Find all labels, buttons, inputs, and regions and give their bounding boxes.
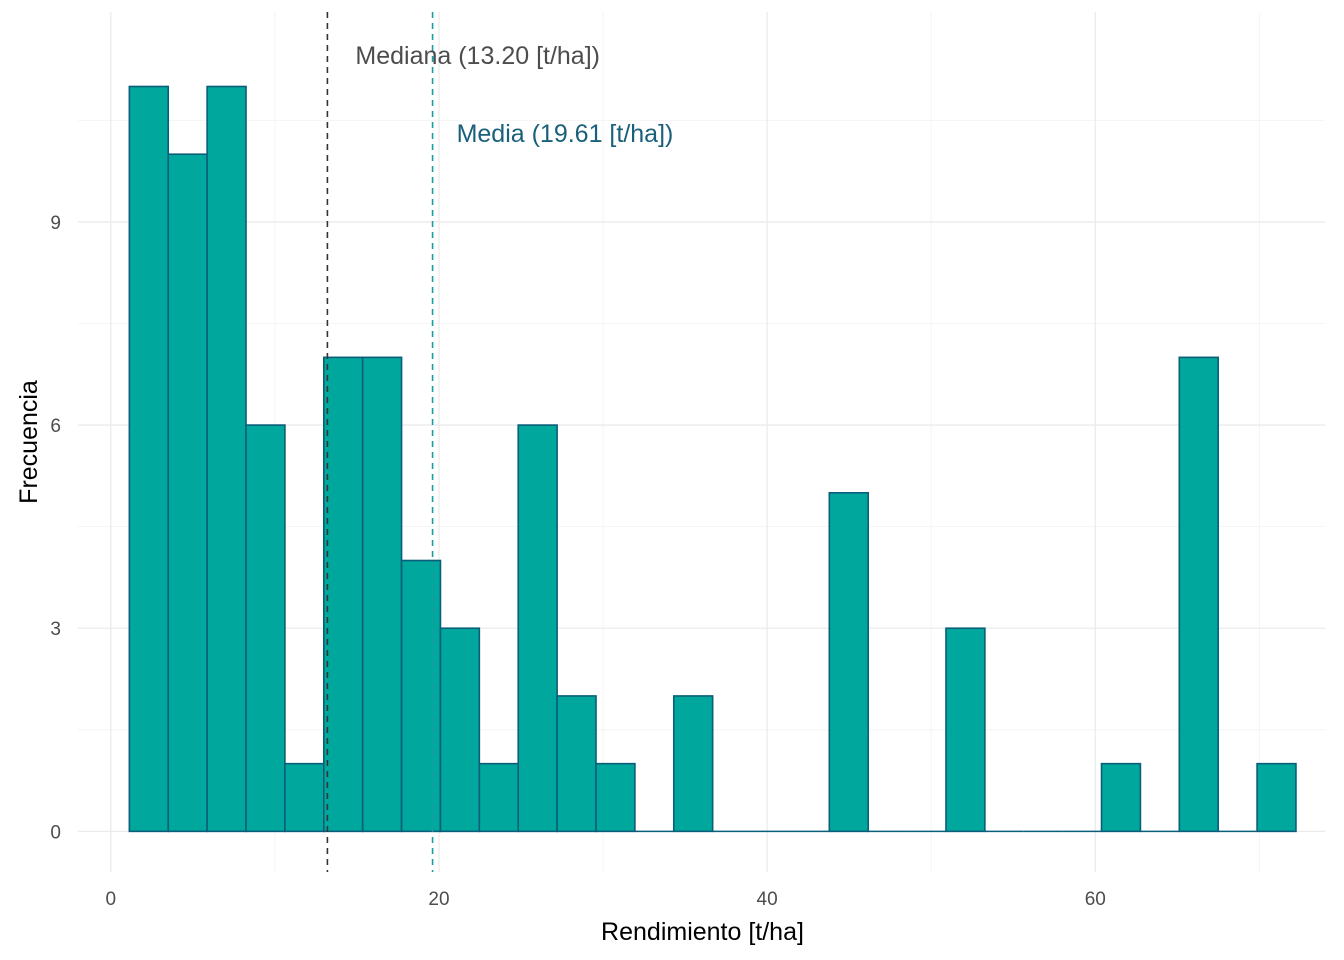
histogram-bar <box>945 627 986 833</box>
histogram-bar <box>595 762 636 833</box>
histogram-bar <box>284 762 325 833</box>
reference-lines <box>326 12 434 872</box>
histogram-bar <box>206 85 247 833</box>
median-annotation: Mediana (13.20 [t/ha]) <box>355 42 600 70</box>
y-axis-title: Frecuencia <box>15 380 43 504</box>
mean-annotation: Media (19.61 [t/ha]) <box>457 120 674 148</box>
x-tick-label: 0 <box>106 889 117 910</box>
y-tick-label: 6 <box>50 416 61 437</box>
y-axis-ticks: 0 3 6 9 <box>50 213 61 843</box>
histogram-bar <box>828 491 870 833</box>
y-tick-label: 3 <box>50 619 61 640</box>
y-tick-label: 9 <box>50 213 61 234</box>
histogram-bar <box>556 695 597 833</box>
histogram-bars <box>128 85 1297 833</box>
histogram-bar <box>245 424 286 833</box>
histogram-bar <box>400 559 442 833</box>
y-tick-label: 0 <box>50 822 61 843</box>
histogram-bar <box>1256 762 1297 833</box>
histogram-bar <box>517 424 558 833</box>
histogram-bar <box>672 695 714 833</box>
x-axis-title: Rendimiento [t/ha] <box>601 918 804 946</box>
x-tick-label: 20 <box>428 889 449 910</box>
histogram-bar <box>167 153 208 833</box>
histogram-bar <box>478 762 520 833</box>
histogram-bar <box>439 627 481 833</box>
histogram-bar <box>361 356 403 833</box>
x-axis-ticks: 0 20 40 60 <box>106 889 1106 910</box>
x-tick-label: 60 <box>1085 889 1106 910</box>
histogram-bar <box>322 356 364 833</box>
histogram-bar <box>128 85 170 833</box>
histogram-bar <box>1178 356 1219 833</box>
histogram-bar <box>1100 762 1142 833</box>
x-tick-label: 40 <box>757 889 778 910</box>
